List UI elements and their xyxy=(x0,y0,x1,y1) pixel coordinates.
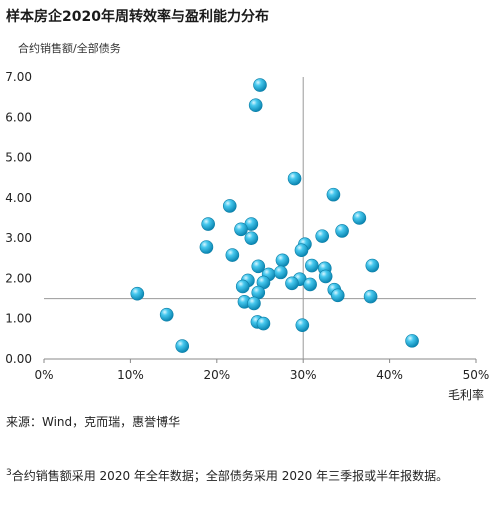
data-point xyxy=(275,253,290,268)
footnote-text: 合约销售额采用 2020 年全年数据；全部债务采用 2020 年三季报或半年报数… xyxy=(11,469,449,483)
data-point xyxy=(303,277,317,292)
data-point xyxy=(248,98,263,112)
x-tick-label: 30% xyxy=(290,368,317,382)
x-tick-label: 0% xyxy=(34,368,53,382)
chart-title: 样本房企2020年周转效率与盈利能力分布 xyxy=(6,9,269,25)
y-tick-label: 7.00 xyxy=(5,70,32,84)
data-point xyxy=(159,307,174,322)
data-point xyxy=(256,316,271,331)
data-point xyxy=(405,334,419,348)
data-point xyxy=(273,265,288,280)
scatter-chart: 0.00 1.00 2.00 3.00 4.00 5.00 6.00 7.00 0% 10% 20%… xyxy=(5,70,490,402)
y-tick-label: 4.00 xyxy=(5,191,32,205)
data-point xyxy=(335,224,349,238)
data-point xyxy=(225,248,240,262)
data-point xyxy=(294,243,309,258)
data-point xyxy=(251,259,266,274)
footnote: 3合约销售额采用 2020 年全年数据；全部债务采用 2020 年三季报或半年报… xyxy=(6,464,492,485)
data-point xyxy=(363,289,378,304)
data-point xyxy=(295,318,310,332)
x-axis-label: 毛利率 xyxy=(448,387,484,402)
y-tick-label: 3.00 xyxy=(5,231,32,245)
y-tick-label: 0.00 xyxy=(5,352,32,366)
data-point xyxy=(247,296,261,311)
source-note: 来源：Wind，克而瑞，惠誉博华 xyxy=(6,415,181,429)
data-point xyxy=(318,269,333,284)
data-point xyxy=(330,288,345,303)
data-point xyxy=(175,339,190,353)
y-tick-label: 1.00 xyxy=(5,312,32,326)
x-tick-label: 50% xyxy=(463,368,490,382)
data-point xyxy=(253,78,267,92)
y-tick-label: 6.00 xyxy=(5,110,32,124)
footnote-marker: 3 xyxy=(6,468,12,478)
data-point xyxy=(244,231,259,245)
data-point xyxy=(287,171,302,186)
x-tick-label: 40% xyxy=(376,368,403,382)
data-point xyxy=(222,199,237,213)
data-point xyxy=(130,286,145,301)
data-point xyxy=(305,258,319,273)
x-tick-label: 10% xyxy=(117,368,144,382)
data-point xyxy=(352,211,367,225)
data-point xyxy=(201,217,215,231)
data-point xyxy=(315,229,330,243)
y-tick-label: 5.00 xyxy=(5,151,32,165)
y-tick-label: 2.00 xyxy=(5,271,32,285)
y-axis-label: 合约销售额/全部债务 xyxy=(18,42,121,55)
data-point xyxy=(285,276,299,291)
data-point xyxy=(365,258,380,273)
data-point xyxy=(326,187,341,202)
x-tick-label: 20% xyxy=(203,368,230,382)
data-point xyxy=(235,279,250,294)
data-point xyxy=(199,240,214,254)
data-point xyxy=(234,222,248,237)
